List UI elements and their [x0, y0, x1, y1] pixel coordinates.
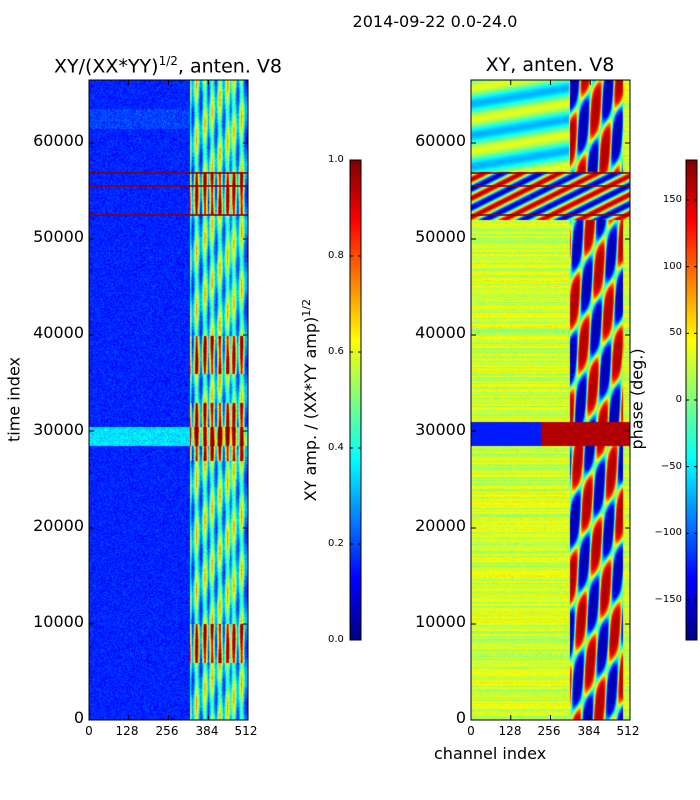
left-xtick-512: 512: [234, 724, 258, 738]
right-xtick-512: 512: [616, 724, 640, 738]
left-ytick-10000: 10000: [33, 612, 84, 631]
figure-suptitle: 2014-09-22 0.0-24.0: [352, 12, 518, 31]
left-ytick-40000: 40000: [33, 323, 84, 342]
left-xtick-256: 256: [155, 724, 179, 738]
right-ytick-50000: 50000: [415, 227, 466, 246]
left-ytick-0: 0: [73, 708, 84, 727]
right-xtick-256: 256: [537, 724, 561, 738]
right-xlabel: channel index: [434, 744, 547, 763]
right-ytick-20000: 20000: [415, 516, 466, 535]
right-ytick-40000: 40000: [415, 323, 466, 342]
amp-cb-tick-5: 1.0: [328, 154, 344, 165]
amp-cb-tick-4: 0.8: [328, 250, 344, 261]
amp-cb-tick-2: 0.4: [328, 442, 344, 453]
right-xtick-128: 128: [498, 724, 522, 738]
right-ytick-30000: 30000: [415, 420, 466, 439]
left-title-exponent: 1/2: [158, 54, 178, 68]
phase-cb-tick-m100: −100: [654, 527, 682, 538]
phase-colorbar-label: phase (deg.): [627, 348, 647, 450]
right-ytick-10000: 10000: [415, 612, 466, 631]
left-ytick-30000: 30000: [33, 420, 84, 439]
left-ytick-60000: 60000: [33, 131, 84, 150]
phase-cb-tick-100: 100: [662, 261, 682, 272]
amp-colorbar-frame: [349, 159, 362, 641]
left-axes-frame: [88, 79, 249, 721]
left-panel-title: XY/(XX*YY)1/2, anten. V8: [20, 54, 316, 77]
right-panel-title: XY, anten. V8: [485, 54, 615, 76]
phase-cb-tick-50: 50: [669, 327, 682, 338]
amplitude-colorbar: [350, 160, 361, 640]
right-ytick-60000: 60000: [415, 131, 466, 150]
left-xtick-384: 384: [195, 724, 219, 738]
amp-cb-tick-1: 0.2: [328, 538, 344, 549]
amplitude-colorbar-label: XY amp. / (XX*YY amp)1/2: [300, 290, 320, 510]
amplitude-colorbar-label-text: XY amp. / (XX*YY amp): [301, 316, 321, 502]
right-axes-frame: [470, 79, 631, 721]
right-xtick-0: 0: [467, 724, 475, 738]
left-xtick-0: 0: [85, 724, 93, 738]
amp-cb-tick-3: 0.6: [328, 346, 344, 357]
amp-cb-tick-0: 0.0: [328, 634, 344, 645]
left-ylabel: time index: [4, 357, 24, 443]
left-title-suffix: , anten. V8: [177, 55, 283, 78]
phase-cb-tick-0: 0: [675, 394, 682, 405]
right-xtick-384: 384: [577, 724, 601, 738]
left-ytick-20000: 20000: [33, 516, 84, 535]
left-xtick-128: 128: [115, 724, 139, 738]
amplitude-colorbar-label-exponent: 1/2: [299, 299, 313, 317]
phase-cb-tick-m150: −150: [654, 594, 682, 605]
phase-cb-tick-150: 150: [662, 194, 682, 205]
phase-cb-tick-m50: −50: [660, 461, 682, 472]
left-ytick-50000: 50000: [33, 227, 84, 246]
phase-colorbar: [686, 160, 697, 640]
left-title-main: XY/(XX*YY): [53, 55, 159, 78]
right-ytick-0: 0: [455, 708, 466, 727]
